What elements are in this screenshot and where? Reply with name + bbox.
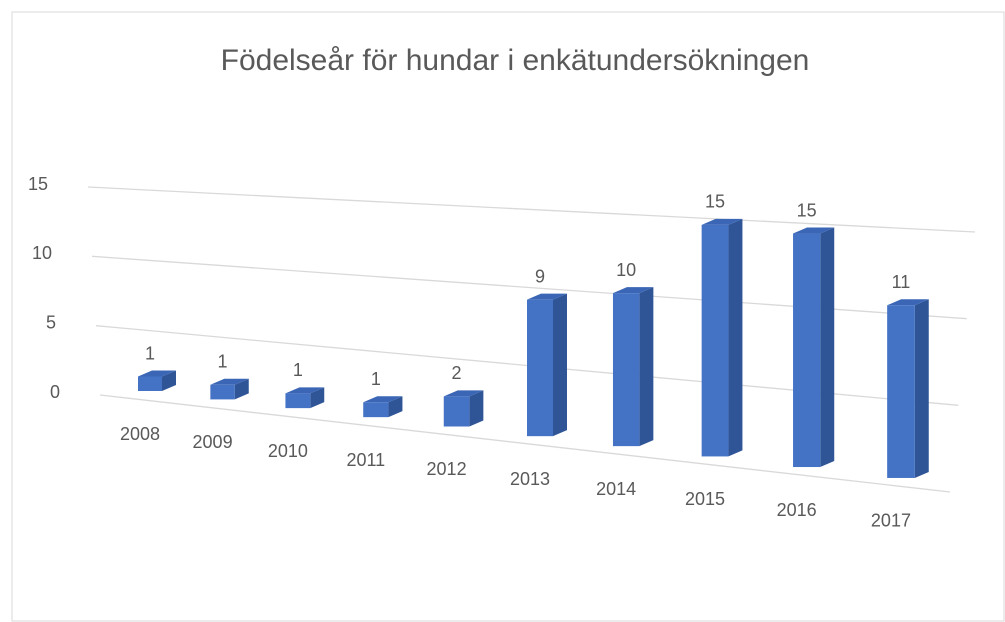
data-label: 11: [892, 272, 911, 292]
x-tick-label: 2013: [510, 469, 550, 489]
data-label: 10: [616, 260, 636, 280]
chart-title: Födelseår för hundar i enkätundersökning…: [221, 44, 810, 77]
x-tick-label: 2010: [268, 441, 308, 461]
x-tick-label: 2016: [777, 500, 817, 520]
data-label: 1: [371, 369, 381, 389]
chart-border: [11, 11, 1005, 622]
bar: [363, 402, 389, 418]
data-label: 1: [145, 343, 155, 363]
bar-side: [728, 218, 743, 457]
y-tick-label: 10: [32, 243, 52, 263]
bar: [285, 393, 311, 409]
bar: [793, 233, 821, 468]
bar: [887, 305, 915, 478]
bar-top: [443, 390, 484, 397]
bar-side: [820, 227, 835, 468]
bar-top: [612, 287, 654, 294]
y-tick-label: 15: [28, 174, 48, 194]
data-label: 2: [452, 363, 462, 383]
bar: [443, 396, 470, 427]
bar-side: [388, 396, 403, 418]
bar-top: [701, 218, 743, 225]
bar-top: [210, 378, 249, 385]
y-tick-label: 0: [50, 382, 60, 402]
bar-top: [527, 293, 567, 300]
data-label: 1: [293, 360, 303, 380]
x-tick-label: 2009: [193, 432, 233, 452]
bar: [210, 384, 235, 400]
bar-top: [285, 387, 325, 394]
y-tick-label: 5: [46, 312, 56, 332]
bar-side: [469, 390, 484, 427]
x-tick-label: 2012: [427, 459, 467, 479]
bar-top: [363, 396, 403, 403]
bar: [612, 293, 640, 447]
grid-line: [87, 186, 976, 233]
bar-side: [162, 370, 176, 391]
bar-top: [887, 299, 929, 306]
bar: [527, 299, 553, 437]
x-tick-label: 2017: [871, 511, 911, 531]
x-tick-label: 2011: [346, 450, 385, 470]
x-tick-label: 2014: [596, 479, 636, 499]
data-label: 9: [535, 266, 545, 286]
data-label: 15: [705, 192, 725, 212]
bar: [138, 376, 162, 391]
bar-side: [639, 287, 654, 447]
bar-top: [793, 227, 835, 234]
data-label: 1: [218, 352, 228, 372]
grid-line: [99, 394, 951, 493]
data-label: 15: [797, 200, 817, 220]
bar-top: [138, 370, 176, 377]
bar-side: [553, 293, 567, 437]
bar: [701, 224, 729, 457]
bar-side: [914, 299, 929, 478]
bar-side: [234, 378, 249, 400]
x-tick-label: 2008: [120, 424, 160, 444]
x-tick-label: 2015: [685, 489, 725, 509]
bar-side: [310, 387, 325, 409]
